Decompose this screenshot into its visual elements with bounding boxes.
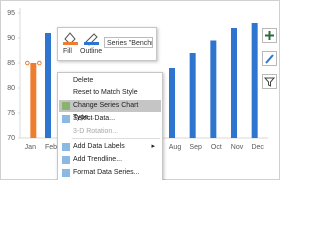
submenu-arrow: ▸: [151, 143, 155, 150]
menu-item[interactable]: Add Data Labels ▸: [59, 141, 161, 153]
menu-item[interactable]: Change Series Chart Type...: [59, 100, 161, 121]
menu-icon: [62, 77, 70, 85]
bar: [210, 40, 217, 138]
x-tick-label: Sep: [189, 144, 202, 151]
menu-separator: [72, 138, 160, 139]
brush-icon: [265, 54, 274, 64]
bar: [30, 63, 37, 138]
x-tick-label: Jan: [25, 144, 36, 151]
y-tick-label: 75: [7, 110, 15, 117]
bar: [45, 33, 51, 138]
x-tick-label: Nov: [231, 144, 244, 151]
y-tick-label: 95: [7, 10, 15, 17]
chart-elements-button[interactable]: [262, 28, 277, 43]
series-selector[interactable]: Series "Benchm: [104, 37, 153, 48]
bar: [189, 53, 196, 138]
fill-icon: [63, 32, 78, 45]
bar: [251, 23, 258, 138]
outline-icon: [84, 33, 99, 46]
selection-handle: [25, 60, 30, 66]
bar: [169, 68, 175, 138]
menu-icon: [62, 169, 70, 177]
plus-icon: [265, 31, 274, 40]
bar: [231, 28, 237, 138]
y-tick-label: 70: [7, 135, 15, 142]
x-tick-label: Feb: [45, 144, 57, 151]
menu-item: 3-D Rotation...: [73, 128, 119, 135]
y-tick-label: 80: [7, 85, 15, 92]
menu-icon: [62, 156, 70, 164]
menu-item[interactable]: Format Data Series...: [59, 167, 161, 179]
x-tick-label: Aug: [169, 144, 182, 151]
filter-icon: [263, 77, 276, 87]
x-tick-label: Dec: [251, 144, 264, 151]
menu-item[interactable]: Reset to Match Style: [73, 89, 138, 96]
menu-item[interactable]: Select Data...: [59, 113, 161, 125]
chart-filters-button[interactable]: [262, 74, 277, 89]
fill-button[interactable]: Fill: [63, 48, 72, 55]
menu-icon: [62, 102, 70, 110]
menu-item[interactable]: Delete: [59, 75, 161, 87]
menu-item[interactable]: Add Trendline...: [59, 154, 161, 166]
y-tick-label: 85: [7, 60, 15, 67]
mini-toolbar: Fill Outline Series "Benchm: [57, 27, 157, 61]
chart-styles-button[interactable]: [262, 51, 277, 66]
outline-button[interactable]: Outline: [80, 48, 103, 55]
x-tick-label: Oct: [211, 144, 222, 151]
menu-icon: [62, 143, 70, 151]
selection-handle: [37, 60, 42, 66]
y-tick-label: 90: [7, 35, 15, 42]
chart: 707580859095JanFebMarAprMayJunJulAugSepO…: [0, 0, 280, 180]
excel-chart-view: 707580859095JanFebMarAprMayJunJulAugSepO…: [0, 0, 280, 180]
context-menu: Delete Reset to Match Style Change Series …: [57, 72, 163, 180]
menu-icon: [62, 115, 70, 123]
